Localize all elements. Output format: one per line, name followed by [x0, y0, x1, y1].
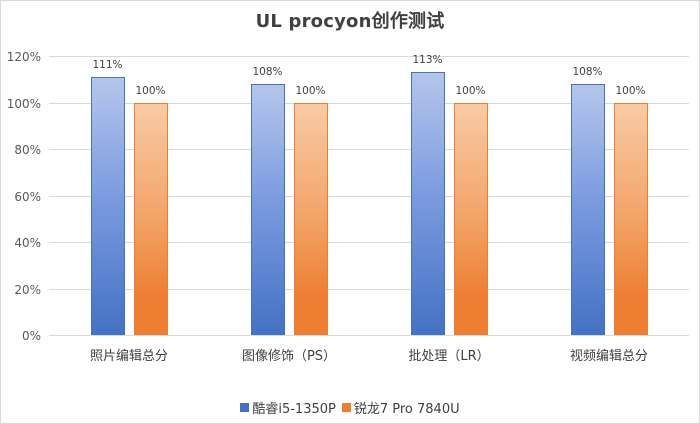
- y-tick-label: 80%: [14, 143, 41, 157]
- y-tick-label: 40%: [14, 236, 41, 250]
- x-category-label: 图像修饰（PS）: [241, 349, 337, 364]
- data-label: 100%: [135, 84, 166, 97]
- legend-item-intel: 酷睿i5-1350P: [240, 398, 336, 417]
- gridline: [49, 149, 689, 150]
- gridline: [49, 195, 689, 197]
- y-tick-label: 0%: [21, 329, 41, 343]
- plot-area: 0% 20% 40% 60% 80% 100% 120% 111% 100% 108% 100% 11…: [7, 50, 689, 343]
- gridline: [49, 288, 689, 290]
- bar-amd: [613, 102, 648, 335]
- legend: 酷睿i5-1350P 锐龙7 Pro 7840U: [1, 398, 699, 417]
- y-tick-label: 120%: [6, 50, 41, 64]
- bar-intel: [410, 72, 445, 335]
- data-label: 100%: [615, 84, 646, 97]
- data-label: 108%: [572, 65, 603, 78]
- legend-label-amd: 锐龙7 Pro 7840U: [353, 402, 460, 417]
- data-label: 111%: [92, 58, 123, 71]
- bar-intel: [570, 83, 605, 335]
- gridline: [49, 242, 689, 243]
- gridline: [49, 335, 689, 336]
- y-tick-label: 20%: [14, 282, 41, 297]
- bar-amd: [453, 102, 488, 335]
- bar-intel: [250, 83, 285, 335]
- legend-swatch-amd: [341, 403, 351, 412]
- y-tick-label: 60%: [14, 189, 41, 204]
- bar-amd: [293, 102, 328, 335]
- legend-item-amd: 锐龙7 Pro 7840U: [341, 398, 460, 417]
- chart-title: UL procyon创作测试: [255, 11, 445, 32]
- legend-swatch-intel: [240, 403, 250, 412]
- data-label: 100%: [295, 84, 326, 97]
- gridline: [49, 102, 689, 104]
- legend-label-intel: 酷睿i5-1350P: [252, 402, 336, 417]
- data-label: 100%: [455, 84, 486, 97]
- x-category-label: 照片编辑总分: [89, 349, 168, 364]
- bar-intel: [90, 76, 125, 335]
- data-label: 108%: [252, 65, 283, 78]
- gridline: [49, 56, 689, 57]
- x-category-label: 批处理（LR）: [408, 349, 490, 364]
- bar-amd: [133, 102, 168, 335]
- y-tick-label: 100%: [6, 96, 41, 111]
- x-category-label: 视频编辑总分: [569, 349, 648, 364]
- data-label: 113%: [412, 54, 443, 67]
